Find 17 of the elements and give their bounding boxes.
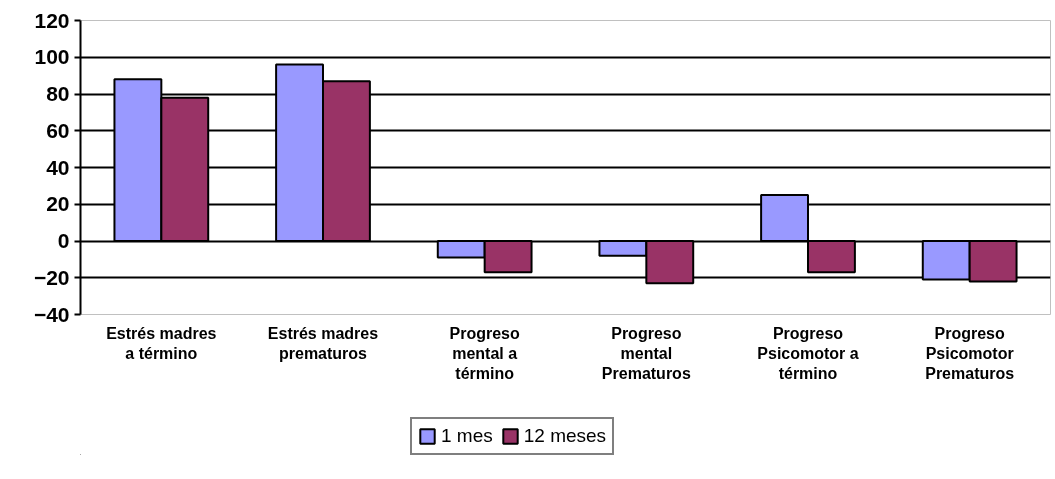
y-tick-label: 100 — [34, 45, 70, 69]
y-tick-label: 40 — [46, 155, 70, 179]
x-tick-label: Progreso mental a término — [449, 324, 521, 383]
legend-label: 12 meses — [523, 425, 607, 447]
y-tick-label: 0 — [57, 229, 70, 252]
x-tick-label: Estrés madres a término — [106, 324, 217, 362]
x-tick-label: Progreso mental Prematuros — [601, 324, 691, 383]
x-tick-label: Progreso Psicomotor Prematuros — [925, 324, 1015, 383]
y-tick-label: 80 — [46, 82, 70, 105]
y-tick-label: 20 — [46, 192, 70, 216]
y-tick-label: −40 — [33, 302, 70, 326]
x-tick-label: Progreso Psicomotor a término — [757, 324, 859, 383]
legend-label: 1 mes — [441, 425, 493, 447]
y-tick-label: −20 — [33, 265, 70, 289]
x-tick-label: Estrés madres prematuros — [267, 324, 379, 362]
y-tick-label: 120 — [34, 8, 70, 32]
y-tick-label: 60 — [46, 118, 70, 142]
